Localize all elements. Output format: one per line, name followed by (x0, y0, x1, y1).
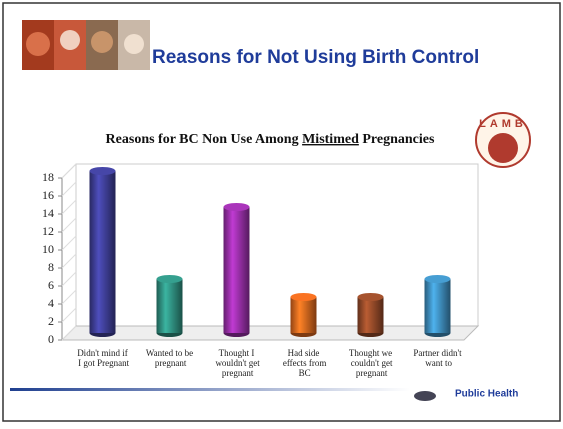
bar (156, 279, 183, 333)
bar (290, 297, 317, 333)
grid-line (61, 307, 77, 323)
floor (60, 325, 480, 341)
bar-cap (290, 293, 317, 301)
photo-strip (22, 20, 150, 70)
bar-cap (357, 293, 384, 301)
bar-cap (156, 275, 183, 283)
grid-line (61, 181, 77, 197)
chart-title-part: Pregnancies (362, 132, 435, 147)
grid-line (61, 289, 77, 305)
grid-line (61, 199, 77, 215)
grid-line (61, 217, 77, 233)
x-tick-label: Partner didn't want to (413, 348, 462, 368)
y-tick-label: 16 (42, 188, 54, 202)
grid-line (61, 163, 77, 179)
footer-text: Public Health (455, 389, 518, 400)
x-tick-label: Thought we couldn't get pregnant (348, 348, 393, 378)
y-tick-label: 18 (42, 170, 54, 184)
grid-line (61, 325, 77, 341)
bar (223, 207, 250, 333)
y-tick-label: 2 (48, 314, 54, 328)
plot: 0 2 4 6 8 10 12 14 16 18 Didn't mind if I got Preg… (42, 163, 480, 378)
x-tick-label: Had side effects from BC (281, 348, 327, 378)
grid-line (61, 271, 77, 287)
chart-title-part: Mistimed (302, 132, 359, 147)
x-tick-label: Didn't mind if I got Pregnant (76, 348, 130, 368)
bar (357, 297, 384, 333)
bar-cap (89, 167, 116, 175)
y-tick-label: 12 (42, 224, 54, 238)
y-tick-label: 10 (42, 242, 54, 256)
bar (424, 279, 451, 333)
bar (89, 171, 116, 333)
seal (414, 391, 436, 401)
logo: LAMB (475, 112, 531, 168)
back-wall (75, 163, 479, 327)
bar-cap (223, 203, 250, 211)
footer-line (10, 388, 410, 391)
logo-text: LAMB (479, 118, 527, 130)
y-tick-label: 0 (48, 332, 54, 346)
grid-line (61, 235, 77, 251)
x-tick-label: Wanted to be pregnant (146, 348, 193, 368)
chart-title: Reasons for BC Non Use Among Mistimed Pr… (106, 132, 435, 147)
chart-title-part: Reasons for BC Non Use Among (106, 132, 299, 147)
bar-cap (424, 275, 451, 283)
slide-title: Reasons for Not Using Birth Control (152, 47, 479, 68)
y-tick-label: 6 (48, 278, 54, 292)
x-tick-label: Thought I wouldn't get pregnant (213, 348, 260, 378)
y-tick-label: 14 (42, 206, 54, 220)
grid-line (61, 253, 77, 269)
y-tick-label: 8 (48, 260, 54, 274)
y-tick-label: 4 (48, 296, 54, 310)
